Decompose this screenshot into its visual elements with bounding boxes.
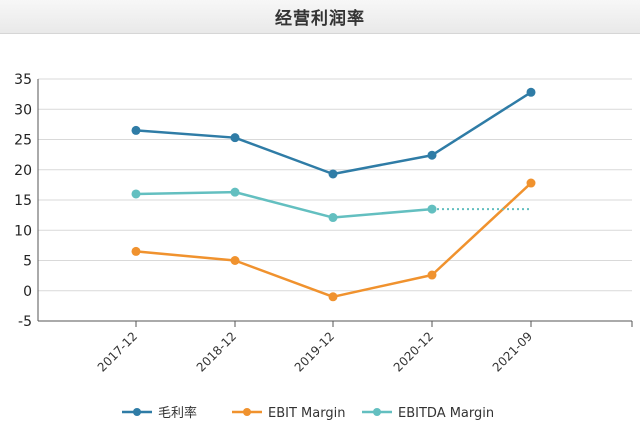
y-tick-label: 15	[14, 193, 32, 209]
data-point	[427, 150, 437, 160]
data-point	[131, 125, 141, 135]
x-tick-label: 2021-09	[490, 329, 535, 374]
data-point	[526, 178, 536, 188]
data-point	[230, 256, 240, 265]
y-tick-labels: -5 0 5 10 15 20 25 30 35	[14, 72, 32, 330]
gridlines	[38, 78, 632, 322]
y-tick-label: 30	[14, 102, 32, 118]
legend-swatch-marker	[373, 408, 381, 416]
series-1	[131, 178, 536, 302]
y-tick-label: 25	[14, 133, 32, 149]
legend-label: 毛利率	[158, 405, 197, 421]
legend: 毛利率 EBIT Margin EBITDA Margin	[122, 405, 494, 421]
legend-label: EBIT Margin	[268, 406, 345, 421]
chart-header: 经营利润率	[0, 0, 640, 34]
series-line	[135, 91, 532, 176]
x-tick-labels: 2017-12 2018-12 2019-12 2020-12 2021-09	[95, 329, 535, 374]
legend-swatch-marker	[243, 408, 251, 416]
y-tick-label: 20	[14, 163, 32, 179]
data-point	[328, 169, 338, 179]
legend-label: EBITDA Margin	[398, 406, 494, 421]
legend-item-1: EBIT Margin	[232, 406, 345, 421]
x-tick-label: 2020-12	[391, 329, 436, 374]
series-2	[131, 187, 531, 223]
y-tick-label: 10	[14, 223, 32, 239]
data-point	[328, 292, 338, 302]
legend-swatch-marker	[133, 408, 141, 416]
legend-item-2: EBITDA Margin	[362, 406, 494, 421]
series-line	[135, 190, 433, 219]
data-point	[328, 213, 338, 223]
data-point	[230, 187, 240, 197]
axes	[37, 79, 633, 327]
y-tick-label: 0	[23, 284, 32, 300]
y-tick-label: -5	[18, 314, 32, 330]
x-tick-label: 2019-12	[292, 329, 337, 374]
x-tick-label: 2017-12	[95, 329, 140, 374]
legend-item-0: 毛利率	[122, 405, 197, 421]
data-point	[427, 270, 437, 280]
data-point	[131, 246, 141, 256]
y-tick-label: 35	[14, 72, 32, 88]
data-point	[230, 133, 240, 143]
data-point	[427, 204, 437, 214]
chart-title: 经营利润率	[275, 9, 365, 29]
x-tick-label: 2018-12	[194, 329, 239, 374]
data-point	[131, 189, 141, 199]
data-point	[526, 87, 536, 97]
series-group	[131, 87, 536, 302]
y-tick-label: 5	[23, 254, 32, 270]
series-0	[131, 87, 536, 179]
